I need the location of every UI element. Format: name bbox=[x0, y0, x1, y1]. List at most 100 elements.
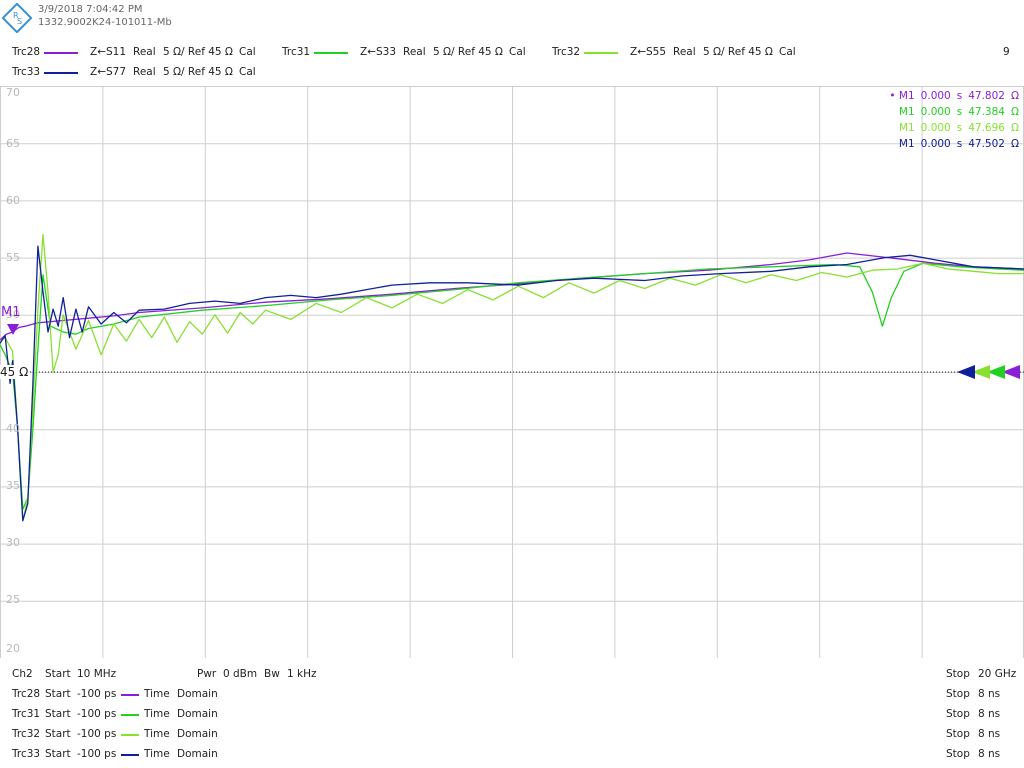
domain-word: Domain bbox=[177, 748, 218, 760]
power-label: Pwr bbox=[197, 668, 217, 680]
marker-label: M1 bbox=[898, 106, 915, 118]
start-label: Start bbox=[45, 748, 71, 760]
y-tick-label: 25 bbox=[6, 593, 20, 606]
power-value: 0 dBm bbox=[223, 668, 258, 680]
trace-name: Trc32 bbox=[552, 46, 581, 58]
stop-time: 8 ns bbox=[978, 748, 1001, 760]
y-tick-label: 50 bbox=[6, 308, 20, 321]
trace-param: Z←S33 bbox=[360, 46, 397, 58]
marker-value: 47.384 bbox=[968, 106, 1005, 118]
marker-label: M1 bbox=[898, 138, 915, 150]
marker-time: 0.000 bbox=[920, 122, 951, 134]
trace-name: Trc28 bbox=[12, 688, 41, 700]
trace-name: Trc31 bbox=[282, 46, 311, 58]
marker-time-unit: s bbox=[956, 106, 963, 118]
y-tick-label: 60 bbox=[6, 194, 20, 207]
trace-cal: Cal bbox=[779, 46, 796, 58]
y-tick-label: 55 bbox=[6, 251, 20, 264]
stop-time: 8 ns bbox=[978, 708, 1001, 720]
marker-readout-row: M1 0.000 s 47.502 Ω bbox=[899, 138, 1019, 150]
domain-word: Domain bbox=[177, 688, 218, 700]
start-label: Start bbox=[45, 708, 71, 720]
trace-param: Z←S55 bbox=[630, 46, 667, 58]
start-time: -100 ps bbox=[77, 728, 117, 740]
marker-value-unit: Ω bbox=[1010, 90, 1019, 102]
bandwidth-label: Bw bbox=[264, 668, 280, 680]
y-tick-label: 30 bbox=[6, 536, 20, 549]
marker-m1-triangle-icon[interactable] bbox=[6, 322, 20, 336]
time-domain-plot[interactable] bbox=[0, 86, 1024, 658]
page-number: 9 bbox=[1003, 46, 1010, 58]
stop-label: Stop bbox=[946, 748, 970, 760]
y-tick-label: 35 bbox=[6, 479, 20, 492]
marker-time: 0.000 bbox=[920, 106, 951, 118]
marker-time-unit: s bbox=[956, 90, 963, 102]
marker-value-unit: Ω bbox=[1010, 106, 1019, 118]
trace-scale: 5 Ω/ Ref 45 Ω bbox=[163, 66, 233, 78]
bandwidth-value: 1 kHz bbox=[287, 668, 317, 680]
marker-label: M1 bbox=[898, 122, 915, 134]
trace-scale: 5 Ω/ Ref 45 Ω bbox=[163, 46, 233, 58]
trace-scale: 5 Ω/ Ref 45 Ω bbox=[433, 46, 503, 58]
trace-line-trc32 bbox=[0, 234, 1024, 522]
trace-scale: 5 Ω/ Ref 45 Ω bbox=[703, 46, 773, 58]
trace-name: Trc31 bbox=[12, 708, 41, 720]
start-time: -100 ps bbox=[77, 708, 117, 720]
rohde-schwarz-logo-icon: R S bbox=[2, 3, 32, 33]
reference-arrow-trc33-icon bbox=[957, 365, 975, 379]
marker-time: 0.000 bbox=[920, 90, 951, 102]
trace-cal: Cal bbox=[509, 46, 526, 58]
trace-param: Z←S11 bbox=[90, 46, 127, 58]
domain-word: Domain bbox=[177, 708, 218, 720]
marker-value: 47.802 bbox=[968, 90, 1005, 102]
instrument-id: 1332.9002K24-101011-Mb bbox=[38, 17, 172, 28]
start-label: Start bbox=[45, 668, 71, 680]
reference-arrow-trc31-icon bbox=[987, 365, 1005, 379]
trace-cal: Cal bbox=[239, 46, 256, 58]
domain-word: Domain bbox=[177, 728, 218, 740]
marker-time: 0.000 bbox=[920, 138, 951, 150]
trace-param: Z←S77 bbox=[90, 66, 127, 78]
marker-time-unit: s bbox=[956, 138, 963, 150]
trace-color-swatch bbox=[44, 72, 78, 74]
trace-color-swatch bbox=[121, 694, 139, 696]
marker-value: 47.696 bbox=[968, 122, 1005, 134]
trace-format: Real bbox=[133, 46, 156, 58]
stop-time: 8 ns bbox=[978, 688, 1001, 700]
trace-color-swatch bbox=[121, 714, 139, 716]
trace-color-swatch bbox=[584, 52, 618, 54]
reference-arrow-trc32-icon bbox=[972, 365, 990, 379]
reference-level-label: 45 Ω bbox=[0, 365, 31, 379]
y-tick-label: 20 bbox=[6, 642, 20, 655]
trace-line-trc33 bbox=[0, 245, 1024, 522]
svg-text:R: R bbox=[13, 11, 19, 20]
stop-frequency: 20 GHz bbox=[978, 668, 1017, 680]
trace-name: Trc32 bbox=[12, 728, 41, 740]
marker-time-unit: s bbox=[956, 122, 963, 134]
trace-color-swatch bbox=[44, 52, 78, 54]
marker-readout-row: M1 0.000 s 47.384 Ω bbox=[899, 106, 1019, 118]
timestamp: 3/9/2018 7:04:42 PM bbox=[38, 4, 143, 15]
marker-bullet: • bbox=[889, 90, 899, 102]
domain-type: Time bbox=[144, 728, 170, 740]
marker-readout-row: M1 0.000 s 47.696 Ω bbox=[899, 122, 1019, 134]
trace-name: Trc33 bbox=[12, 66, 41, 78]
trace-name: Trc28 bbox=[12, 46, 41, 58]
start-time: -100 ps bbox=[77, 688, 117, 700]
y-tick-label: 65 bbox=[6, 137, 20, 150]
reference-arrow-trc28-icon bbox=[1002, 365, 1020, 379]
marker-m1-tag[interactable]: M1 bbox=[1, 305, 21, 320]
stop-label: Stop bbox=[946, 668, 970, 680]
domain-type: Time bbox=[144, 748, 170, 760]
trace-line-trc31 bbox=[0, 262, 1024, 510]
reference-arrows bbox=[957, 365, 1020, 379]
svg-text:S: S bbox=[17, 17, 22, 26]
trace-color-swatch bbox=[121, 734, 139, 736]
trace-format: Real bbox=[403, 46, 426, 58]
start-time: -100 ps bbox=[77, 748, 117, 760]
trace-name: Trc33 bbox=[12, 748, 41, 760]
trace-color-swatch bbox=[121, 754, 139, 756]
trace-format: Real bbox=[673, 46, 696, 58]
trace-cal: Cal bbox=[239, 66, 256, 78]
marker-value-unit: Ω bbox=[1010, 122, 1019, 134]
